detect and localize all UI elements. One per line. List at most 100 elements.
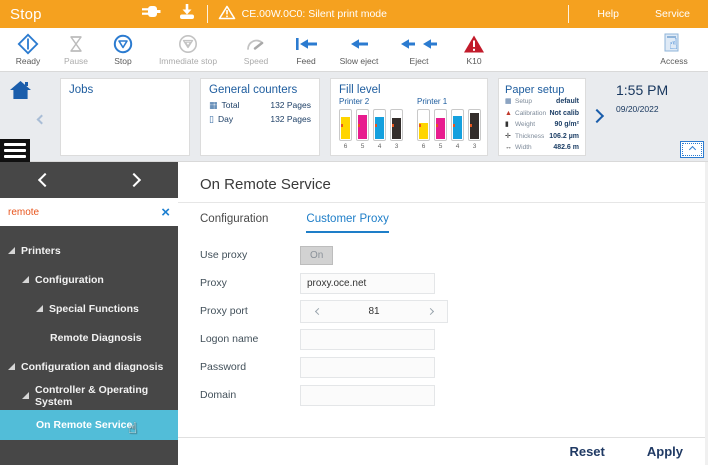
status-bar: Stop [0, 0, 708, 28]
nav-forward-button[interactable] [89, 172, 178, 188]
stepper-decrement-button[interactable] [301, 307, 335, 315]
slow-eject-button[interactable]: Slow eject [330, 29, 388, 71]
paper-setup-row: ✛ Thickness 106.2 µm [505, 131, 579, 143]
form-row-use-proxy: Use proxy On [178, 241, 705, 269]
paper-setup-row: ▦ Setup default [505, 96, 579, 108]
domain-input[interactable] [300, 384, 435, 406]
counter-value: 132 Pages [270, 114, 311, 124]
access-hand-icon: ☝ [662, 33, 686, 55]
proxy-form: Use proxy On Proxy Proxy port 81 Logon n… [178, 241, 705, 409]
search-input[interactable]: remote [8, 206, 40, 218]
paper-setup-card[interactable]: Paper setup ▦ Setup default ▲ Calibratio… [498, 78, 586, 156]
counter-label: Day [217, 114, 234, 124]
ready-diamond-icon [17, 33, 39, 55]
logon-name-input[interactable] [300, 328, 435, 350]
apply-button[interactable]: Apply [646, 444, 683, 459]
sidebar-nav-arrows [0, 162, 178, 198]
status-bar-icons [140, 3, 197, 25]
cards-scroll-right-button[interactable] [589, 108, 605, 126]
immediate-stop-circle-icon [177, 33, 199, 55]
slow-eject-arrow-icon [348, 33, 370, 55]
install-download-icon[interactable] [177, 3, 197, 25]
eject-button[interactable]: Eject [388, 29, 450, 71]
feed-button[interactable]: Feed [282, 29, 330, 71]
reset-button[interactable]: Reset [569, 444, 605, 459]
tab-bar: Configuration Customer Proxy [178, 203, 705, 233]
chevron-up-icon [688, 145, 696, 154]
printer-1-group: Printer 1 6 5 [417, 97, 481, 150]
help-link[interactable]: Help [597, 8, 619, 20]
feed-arrow-icon [293, 33, 319, 55]
status-bar-links: Help Service [558, 5, 708, 23]
ink-tanks: 6 5 4 3 [417, 109, 481, 150]
menu-hamburger-button[interactable] [0, 139, 30, 162]
tree-item-special-functions[interactable]: Special Functions [0, 294, 178, 323]
eject-double-arrow-icon [399, 33, 439, 55]
divider [206, 5, 208, 23]
ready-button[interactable]: Ready [4, 29, 52, 71]
paper-setup-title: Paper setup [505, 84, 565, 96]
setup-icon: ▦ [505, 98, 512, 105]
printer-name: Printer 1 [417, 97, 448, 106]
home-icon[interactable] [9, 80, 32, 105]
jobs-card-title: Jobs [69, 84, 94, 96]
tree-item-configuration-and-diagnosis[interactable]: Configuration and diagnosis [0, 352, 178, 381]
cards-scroll-left-button[interactable] [36, 110, 47, 128]
use-proxy-label: Use proxy [200, 249, 248, 261]
stepper-increment-button[interactable] [413, 307, 447, 315]
tab-configuration[interactable]: Configuration [200, 213, 269, 225]
collapse-band-button[interactable] [680, 141, 704, 158]
immediate-stop-button[interactable]: Immediate stop [146, 29, 230, 71]
clock-panel: 1:55 PM 09/20/2022 [616, 82, 668, 114]
dashboard-cards: Jobs General counters ▦ Total 132 Pages … [60, 78, 586, 156]
general-counters-card[interactable]: General counters ▦ Total 132 Pages ▯ Day… [200, 78, 320, 156]
navigation-tree: Printers Configuration Special Functions… [0, 226, 178, 440]
proxy-port-value[interactable]: 81 [368, 305, 380, 317]
printer-toolbar: Ready Pause Stop [0, 28, 708, 72]
counter-label: Total [221, 100, 240, 110]
tree-item-remote-diagnosis[interactable]: Remote Diagnosis [50, 331, 142, 344]
page-header: On Remote Service [178, 162, 705, 203]
k10-warning-triangle-icon [463, 33, 485, 55]
access-button[interactable]: ☝ Access [660, 33, 688, 66]
alert-text: CE.00W.0C0: Silent print mode [241, 8, 387, 20]
k10-alert-button[interactable]: K10 [450, 29, 498, 71]
thickness-icon: ✛ [505, 132, 511, 140]
tree-item-configuration[interactable]: Configuration [0, 265, 178, 294]
navigation-sidebar: remote × Printers Configuration Special … [0, 139, 178, 465]
ink-tanks: 6 5 4 3 [339, 109, 403, 150]
paper-setup-row: ↔ Width 482.6 m [505, 142, 579, 154]
expand-triangle-icon [22, 392, 29, 399]
day-counter-icon: ▯ [209, 114, 214, 124]
jobs-card[interactable]: Jobs [60, 78, 190, 156]
stop-button[interactable]: Stop [100, 29, 146, 71]
dashboard-band: Jobs General counters ▦ Total 132 Pages … [0, 72, 708, 162]
counter-value: 132 Pages [270, 100, 311, 110]
password-input[interactable] [300, 356, 435, 378]
service-link[interactable]: Service [654, 8, 690, 20]
fill-level-printers: Printer 2 6 5 [339, 97, 481, 150]
ink-tank-black: 3 [468, 109, 481, 150]
alert-message: CE.00W.0C0: Silent print mode [218, 5, 387, 23]
ink-tank-cyan: 4 [373, 109, 386, 150]
counter-row-day: ▯ Day 132 Pages [209, 114, 311, 124]
tab-customer-proxy[interactable]: Customer Proxy [306, 213, 389, 233]
paper-setup-row: ▮ Weight 90 g/m² [505, 119, 579, 131]
tree-item-on-remote-service[interactable]: On Remote Service ☝ [0, 410, 178, 440]
printer-name: Printer 2 [339, 97, 370, 106]
connector-icon[interactable] [140, 4, 161, 24]
main-panel: On Remote Service Configuration Customer… [178, 162, 708, 465]
proxy-input[interactable] [300, 272, 435, 294]
use-proxy-toggle[interactable]: On [300, 245, 334, 265]
fill-level-card[interactable]: Fill level Printer 2 6 5 [330, 78, 488, 156]
speed-button[interactable]: Speed [230, 29, 282, 71]
clear-search-icon[interactable]: × [161, 203, 170, 221]
tree-item-printers[interactable]: Printers [0, 236, 178, 265]
pause-button[interactable]: Pause [52, 29, 100, 71]
form-row-proxy: Proxy [178, 269, 705, 297]
sidebar-search[interactable]: remote × [0, 198, 178, 226]
nav-back-button[interactable] [0, 172, 89, 188]
tree-item-controller-operating-system[interactable]: Controller & Operating System [0, 381, 178, 410]
paper-setup-row: ▲ Calibration Not calib [505, 108, 579, 120]
